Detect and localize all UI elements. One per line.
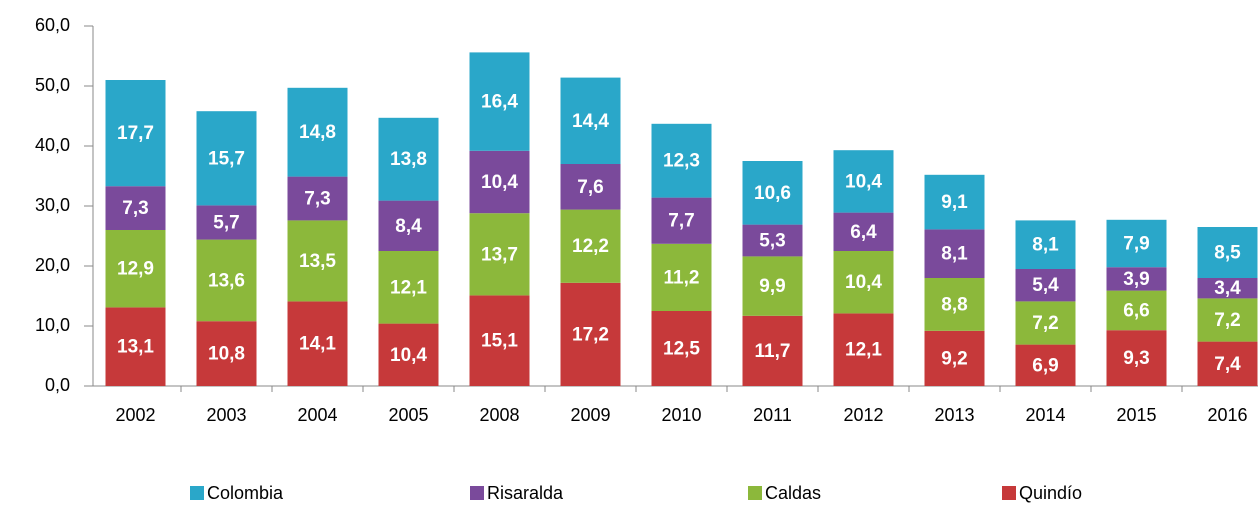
value-label: 8,8 — [941, 294, 967, 315]
value-label: 9,1 — [941, 192, 968, 213]
legend-label: Quindío — [1019, 483, 1082, 503]
value-label: 7,4 — [1214, 354, 1241, 375]
value-label: 13,1 — [117, 337, 154, 358]
legend-swatch — [748, 486, 762, 500]
value-label: 7,9 — [1123, 234, 1149, 255]
value-label: 10,8 — [208, 344, 245, 365]
y-tick-label: 60,0 — [35, 15, 70, 35]
value-label: 14,8 — [299, 122, 336, 143]
value-label: 17,7 — [117, 123, 154, 144]
value-label: 6,6 — [1123, 300, 1149, 321]
x-tick-label: 2002 — [115, 405, 155, 425]
x-tick-label: 2008 — [479, 405, 519, 425]
value-label: 8,1 — [941, 244, 968, 265]
x-tick-label: 2003 — [206, 405, 246, 425]
y-tick-label: 0,0 — [45, 375, 70, 395]
value-label: 12,1 — [845, 340, 882, 361]
value-label: 13,7 — [481, 244, 518, 265]
value-label: 9,2 — [941, 348, 967, 369]
x-tick-label: 2014 — [1025, 405, 1065, 425]
value-label: 17,2 — [572, 324, 609, 345]
value-label: 10,4 — [845, 171, 882, 192]
value-label: 7,2 — [1214, 310, 1240, 331]
y-tick-label: 50,0 — [35, 75, 70, 95]
value-label: 9,9 — [759, 276, 785, 297]
value-label: 10,4 — [390, 345, 427, 366]
y-tick-label: 40,0 — [35, 135, 70, 155]
value-label: 8,1 — [1032, 235, 1059, 256]
value-label: 6,4 — [850, 222, 877, 243]
value-label: 11,2 — [664, 267, 700, 288]
x-tick-label: 2015 — [1116, 405, 1156, 425]
value-label: 7,3 — [304, 189, 330, 210]
value-label: 3,4 — [1214, 278, 1241, 299]
y-tick-label: 30,0 — [35, 195, 70, 215]
value-label: 3,9 — [1123, 269, 1149, 290]
value-label: 12,9 — [117, 259, 154, 280]
x-tick-label: 2005 — [388, 405, 428, 425]
value-label: 10,6 — [754, 183, 791, 204]
value-label: 12,5 — [663, 339, 700, 360]
x-tick-label: 2010 — [661, 405, 701, 425]
value-label: 11,7 — [755, 341, 791, 362]
legend-label: Caldas — [765, 483, 821, 503]
legend-label: Risaralda — [487, 483, 564, 503]
y-tick-label: 10,0 — [35, 315, 70, 335]
value-label: 7,2 — [1032, 313, 1058, 334]
value-label: 12,3 — [663, 151, 700, 172]
value-label: 8,5 — [1214, 243, 1241, 264]
value-label: 10,4 — [481, 172, 518, 193]
value-label: 12,2 — [572, 236, 609, 257]
value-label: 7,3 — [122, 198, 148, 219]
value-label: 16,4 — [481, 92, 518, 113]
value-label: 14,4 — [572, 111, 609, 132]
value-label: 8,4 — [395, 216, 422, 237]
value-label: 13,6 — [208, 270, 245, 291]
value-label: 7,6 — [577, 177, 603, 198]
value-label: 7,7 — [668, 211, 694, 232]
x-tick-label: 2016 — [1207, 405, 1247, 425]
value-label: 5,7 — [213, 213, 239, 234]
x-tick-label: 2012 — [843, 405, 883, 425]
value-label: 14,1 — [299, 334, 336, 355]
value-label: 13,8 — [390, 149, 427, 170]
value-label: 13,5 — [299, 251, 336, 272]
page: 0,0 10,0 20,0 30,0 40,0 50,0 60,0 2002 13,1 12,9 7… — [0, 0, 1258, 507]
value-label: 15,1 — [481, 331, 518, 352]
legend-swatch — [190, 486, 204, 500]
value-label: 6,9 — [1032, 355, 1058, 376]
x-tick-label: 2004 — [297, 405, 337, 425]
legend-swatch — [470, 486, 484, 500]
legend-swatch — [1002, 486, 1016, 500]
y-tick-label: 20,0 — [35, 255, 70, 275]
value-label: 9,3 — [1123, 348, 1149, 369]
value-label: 12,1 — [390, 277, 427, 298]
value-label: 5,3 — [759, 231, 785, 252]
value-label: 10,4 — [845, 272, 882, 293]
x-tick-label: 2013 — [934, 405, 974, 425]
legend-label: Colombia — [207, 483, 284, 503]
chart: 0,0 10,0 20,0 30,0 40,0 50,0 60,0 2002 13,1 12,9 7… — [0, 0, 1258, 507]
value-label: 5,4 — [1032, 275, 1059, 296]
x-tick-label: 2011 — [753, 405, 792, 425]
x-tick-label: 2009 — [570, 405, 610, 425]
value-label: 15,7 — [208, 148, 245, 169]
